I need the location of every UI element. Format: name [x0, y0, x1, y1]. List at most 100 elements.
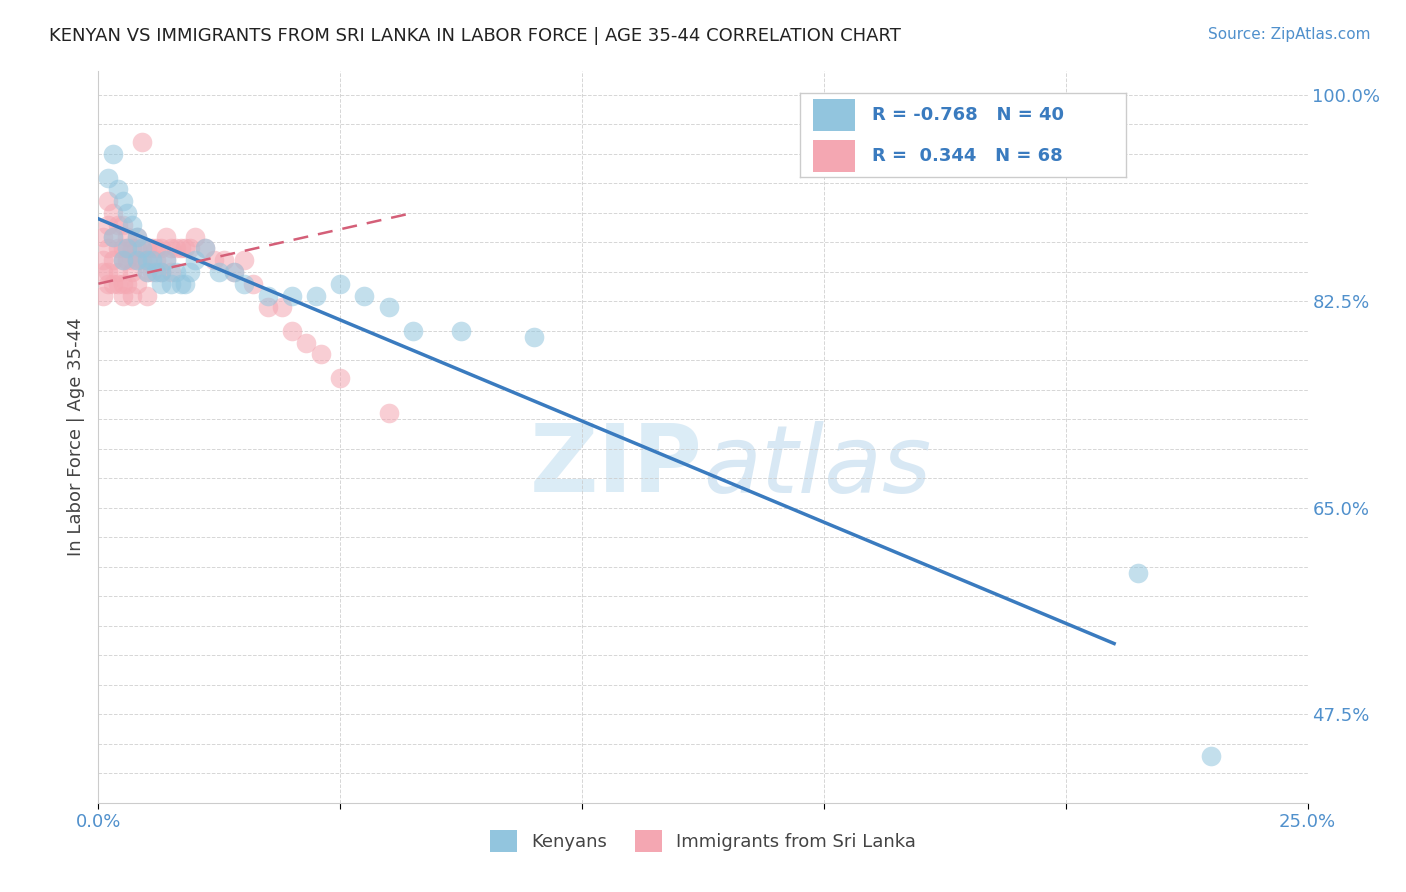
Point: [101, 147, 124, 161]
Point: [111, 253, 134, 268]
Point: [160, 265, 183, 279]
Point: [101, 229, 124, 244]
Point: [194, 241, 217, 255]
Point: [256, 288, 278, 302]
Point: [184, 229, 207, 244]
Point: [91, 265, 114, 279]
Point: [97, 194, 120, 208]
Point: [131, 253, 153, 268]
Point: [121, 218, 143, 232]
Point: [111, 194, 134, 208]
Point: [295, 335, 318, 350]
Point: [127, 277, 149, 291]
Point: [145, 253, 167, 268]
Point: [450, 324, 472, 338]
Point: [281, 288, 304, 302]
Point: [97, 170, 120, 185]
Point: [121, 288, 143, 302]
Point: [121, 241, 143, 255]
Point: [107, 182, 129, 196]
Point: [169, 241, 191, 255]
Point: [111, 253, 134, 268]
Point: [179, 241, 201, 255]
Point: [97, 265, 120, 279]
Point: [305, 288, 328, 302]
Point: [402, 324, 425, 338]
Point: [523, 330, 546, 344]
Point: [91, 288, 114, 302]
Point: [135, 253, 157, 268]
Point: [169, 277, 191, 291]
Point: [135, 265, 157, 279]
Point: [101, 253, 124, 268]
Point: [101, 229, 124, 244]
Point: [111, 277, 134, 291]
Text: atlas: atlas: [703, 421, 931, 512]
Point: [377, 407, 399, 421]
Point: [111, 241, 134, 255]
Point: [232, 277, 254, 291]
Point: [160, 241, 183, 255]
Point: [150, 241, 173, 255]
Point: [107, 265, 129, 279]
Point: [121, 253, 143, 268]
Point: [91, 253, 114, 268]
Point: [141, 265, 163, 279]
Text: Source: ZipAtlas.com: Source: ZipAtlas.com: [1208, 27, 1371, 42]
Point: [107, 218, 129, 232]
Point: [204, 253, 226, 268]
Point: [1199, 748, 1222, 763]
Point: [127, 241, 149, 255]
Point: [135, 265, 157, 279]
Point: [127, 253, 149, 268]
Point: [329, 371, 352, 385]
Point: [117, 206, 139, 220]
Point: [222, 265, 245, 279]
Point: [135, 288, 157, 302]
Point: [155, 253, 177, 268]
Point: [135, 241, 157, 255]
Point: [127, 253, 149, 268]
Text: ZIP: ZIP: [530, 420, 703, 512]
Point: [281, 324, 304, 338]
Point: [194, 241, 217, 255]
Point: [131, 241, 153, 255]
Y-axis label: In Labor Force | Age 35-44: In Labor Force | Age 35-44: [66, 318, 84, 557]
Point: [222, 265, 245, 279]
Point: [97, 241, 120, 255]
Point: [117, 277, 139, 291]
Point: [135, 253, 157, 268]
Point: [256, 301, 278, 315]
Point: [145, 241, 167, 255]
Point: [155, 253, 177, 268]
Point: [174, 241, 197, 255]
Point: [141, 241, 163, 255]
Point: [127, 229, 149, 244]
Point: [232, 253, 254, 268]
Point: [165, 241, 187, 255]
Point: [329, 277, 352, 291]
Point: [150, 265, 173, 279]
Point: [145, 265, 167, 279]
Point: [179, 265, 201, 279]
Point: [111, 288, 134, 302]
Point: [165, 265, 187, 279]
Point: [150, 265, 173, 279]
Point: [208, 265, 231, 279]
Point: [101, 277, 124, 291]
Point: [117, 241, 139, 255]
Point: [150, 277, 173, 291]
Point: [97, 277, 120, 291]
Point: [107, 277, 129, 291]
Point: [160, 277, 183, 291]
Point: [155, 229, 177, 244]
Point: [141, 253, 163, 268]
Point: [212, 253, 235, 268]
Point: [91, 229, 114, 244]
Point: [131, 135, 153, 149]
Point: [271, 301, 294, 315]
Text: KENYAN VS IMMIGRANTS FROM SRI LANKA IN LABOR FORCE | AGE 35-44 CORRELATION CHART: KENYAN VS IMMIGRANTS FROM SRI LANKA IN L…: [49, 27, 901, 45]
Point: [101, 206, 124, 220]
Point: [117, 241, 139, 255]
Point: [377, 301, 399, 315]
